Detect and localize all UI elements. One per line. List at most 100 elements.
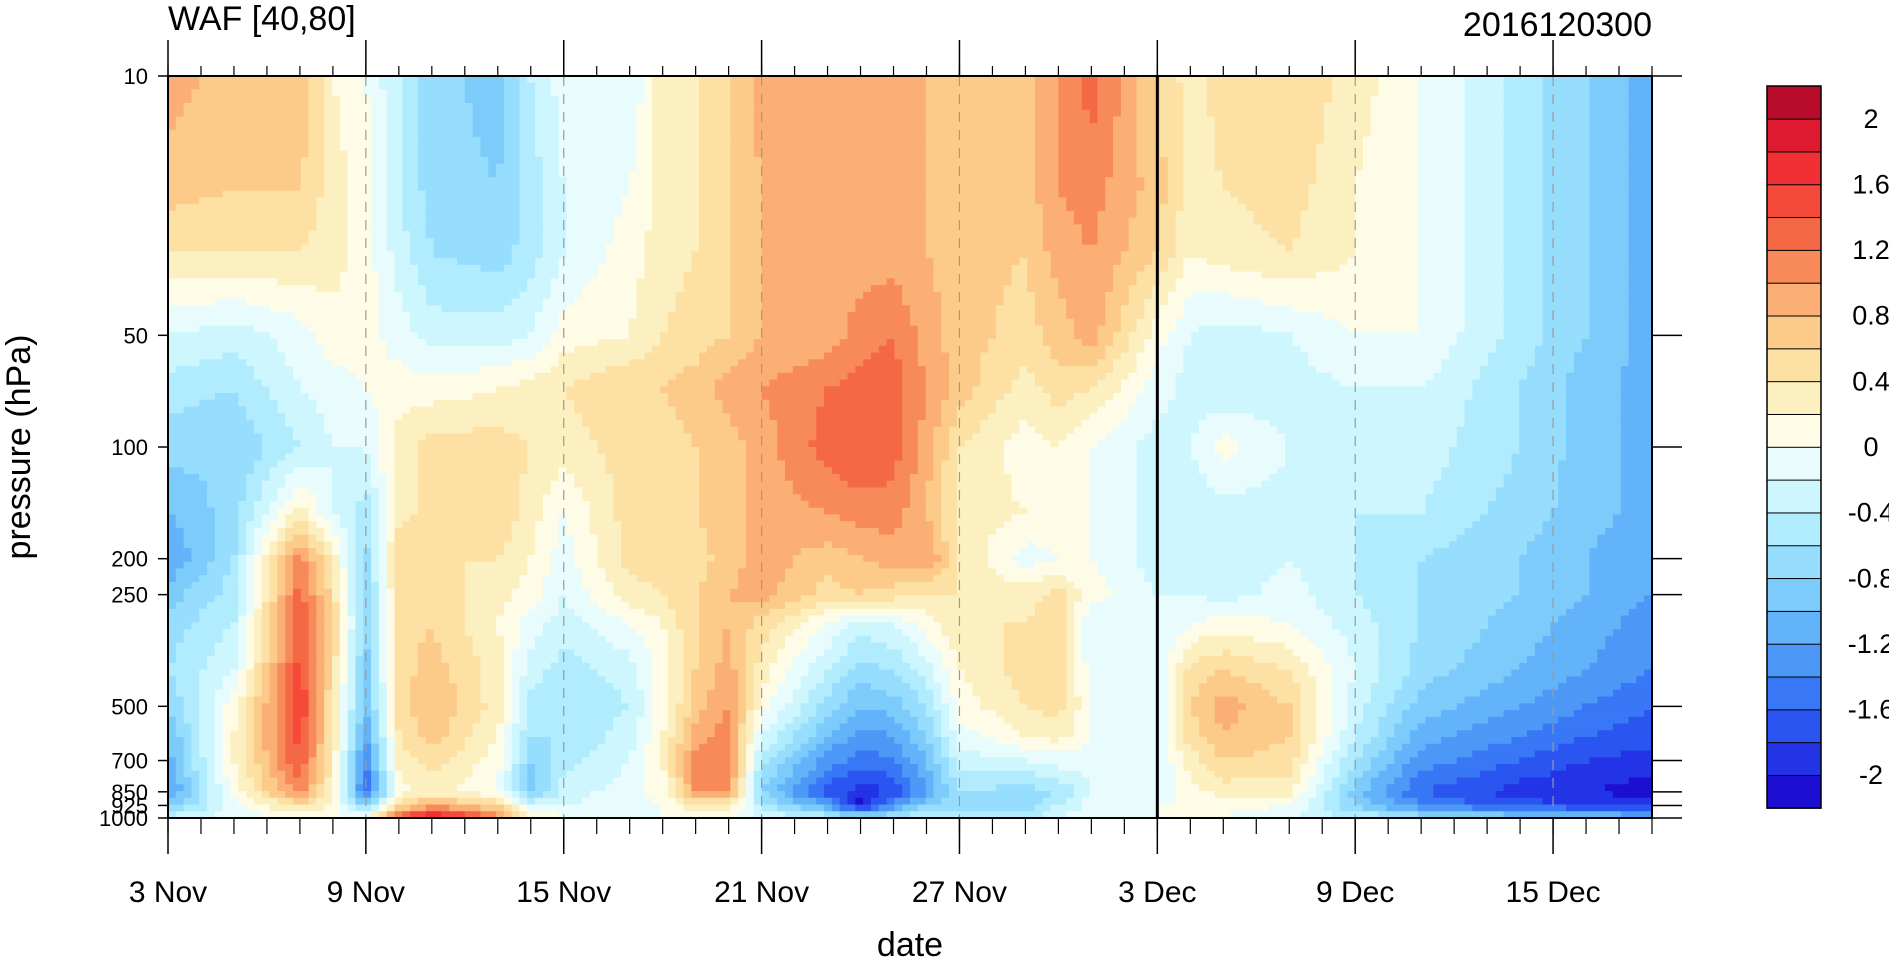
contour-cell [394, 534, 513, 543]
contour-cell [183, 750, 193, 759]
contour-cell [371, 750, 380, 759]
contour-cell [527, 737, 552, 745]
contour-cell [667, 662, 685, 671]
contour-cell [261, 548, 271, 556]
contour-cell [621, 554, 716, 563]
contour-cell [363, 548, 372, 556]
contour-cell [683, 689, 693, 698]
contour-cell [410, 514, 521, 522]
contour-cell [831, 683, 857, 691]
contour-cell [527, 784, 536, 792]
contour-cell [277, 527, 286, 536]
contour-cell [995, 784, 1036, 792]
contour-cell [730, 312, 763, 320]
contour-cell [1183, 689, 1200, 698]
contour-cell [1355, 554, 1427, 563]
contour-cell [956, 494, 1013, 502]
contour-cell [464, 622, 497, 630]
contour-cell [527, 716, 614, 725]
contour-cell [644, 689, 654, 698]
contour-cell [464, 615, 497, 624]
contour-cell [745, 743, 755, 752]
contour-cell [1175, 217, 1255, 226]
contour-cell [1542, 156, 1591, 165]
contour-cell [699, 662, 716, 671]
contour-cell [902, 615, 935, 624]
contour-cell [1183, 271, 1263, 280]
contour-cell [738, 757, 747, 765]
contour-cell [253, 730, 263, 738]
contour-cell [1589, 210, 1630, 219]
contour-cell [371, 494, 380, 502]
contour-cell [371, 784, 380, 792]
contour-cell [371, 669, 380, 678]
contour-cell [558, 595, 568, 603]
contour-cell [902, 426, 919, 435]
contour-cell [214, 716, 224, 725]
contour-cell [738, 575, 786, 583]
contour-cell [1542, 271, 1591, 280]
contour-cell [324, 150, 349, 158]
contour-cell [1316, 723, 1333, 732]
contour-cell [355, 635, 365, 644]
contour-cell [347, 608, 357, 617]
contour-cell [1597, 656, 1652, 664]
contour-cell [1589, 561, 1652, 570]
contour-cell [1214, 791, 1294, 799]
contour-cell [800, 804, 825, 813]
contour-cell [706, 345, 755, 354]
contour-cell [956, 716, 1005, 725]
contour-cell [1464, 210, 1505, 219]
contour-cell [183, 102, 310, 111]
contour-cell [511, 784, 521, 792]
contour-cell [777, 730, 794, 738]
contour-cell [503, 689, 513, 698]
contour-cell [261, 541, 271, 549]
contour-cell [1120, 325, 1138, 334]
contour-cell [1113, 366, 1138, 374]
contour-cell [503, 683, 513, 691]
contour-cell [1628, 224, 1652, 232]
contour-cell [292, 372, 357, 381]
contour-cell [910, 662, 935, 671]
contour-cell [1503, 710, 1575, 718]
contour-cell [1472, 804, 1567, 813]
contour-cell [168, 683, 177, 691]
contour-cell [378, 791, 388, 799]
contour-cell [777, 716, 794, 725]
contour-cell [277, 662, 286, 671]
contour-cell [308, 710, 318, 718]
contour-cell [683, 764, 693, 772]
contour-cell [1277, 568, 1302, 576]
contour-cell [956, 473, 1013, 482]
contour-cell [292, 784, 310, 792]
contour-cell [667, 757, 677, 765]
contour-cell [316, 615, 326, 624]
contour-cell [1542, 285, 1591, 293]
contour-cell [1519, 581, 1591, 590]
contour-cell [324, 514, 341, 522]
contour-cell [1433, 487, 1497, 496]
contour-cell [902, 629, 927, 637]
contour-cell [800, 777, 818, 786]
contour-cell [168, 554, 193, 563]
contour-cell [1175, 770, 1192, 779]
contour-cell [1316, 642, 1349, 651]
contour-cell [1542, 237, 1591, 246]
contour-cell [1292, 649, 1325, 657]
contour-cell [777, 770, 794, 779]
contour-cell [191, 750, 201, 759]
contour-cell [402, 82, 419, 91]
contour-cell [324, 770, 333, 779]
contour-cell [339, 608, 349, 617]
colorbar-swatch [1766, 282, 1822, 317]
contour-cell [730, 642, 747, 651]
contour-cell [699, 447, 747, 455]
contour-cell [214, 541, 240, 549]
contour-cell [1355, 757, 1372, 765]
contour-cell [1355, 575, 1419, 583]
contour-cell [683, 757, 693, 765]
contour-cell [1589, 291, 1630, 300]
contour-cell [925, 737, 943, 745]
contour-cell [941, 737, 950, 745]
